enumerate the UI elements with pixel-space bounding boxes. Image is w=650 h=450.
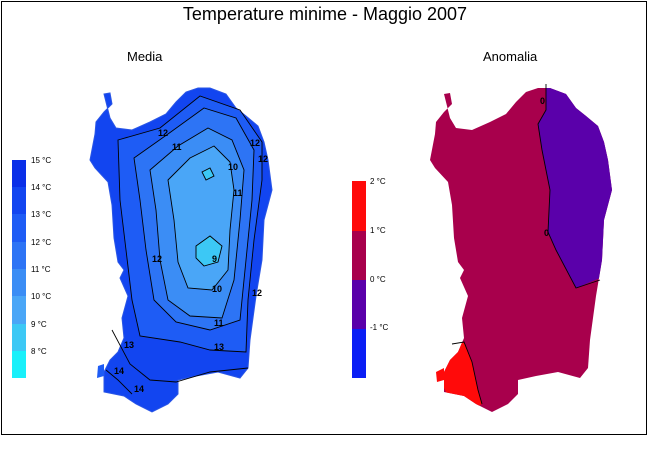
media-colorbar bbox=[12, 160, 26, 378]
media-colorbar-seg bbox=[12, 269, 26, 296]
contour-label: 14 bbox=[134, 384, 144, 394]
anomalia-legend-label: -1 °C bbox=[370, 323, 389, 332]
contour-label: 12 bbox=[152, 254, 162, 264]
anomalia-colorbar-seg bbox=[352, 329, 366, 378]
contour-label: 9 bbox=[212, 254, 217, 264]
anomalia-colorbar-seg bbox=[352, 231, 366, 280]
media-colorbar-seg bbox=[12, 324, 26, 351]
anomalia-subtitle: Anomalia bbox=[483, 49, 538, 64]
anomalia-legend-label: 2 °C bbox=[370, 177, 386, 186]
anomalia-colorbar-seg bbox=[352, 181, 366, 231]
media-legend-label: 8 °C bbox=[31, 347, 47, 356]
anomalia-colorbar bbox=[352, 181, 366, 378]
contour-label: 12 bbox=[252, 288, 262, 298]
contour-label: 12 bbox=[258, 154, 268, 164]
contour-label: 13 bbox=[214, 342, 224, 352]
media-contour-labels: 12 11 10 11 12 9 10 12 11 12 13 13 14 14… bbox=[114, 128, 268, 394]
media-coastline bbox=[89, 87, 273, 413]
media-colorbar-seg bbox=[12, 296, 26, 324]
contour-label: 14 bbox=[114, 366, 124, 376]
contour-label: 10 bbox=[228, 162, 238, 172]
media-legend-label: 11 °C bbox=[31, 265, 51, 274]
anomalia-contour-labels: 0 0 bbox=[540, 96, 549, 238]
anomalia-isolines bbox=[451, 84, 601, 405]
media-colorbar-seg bbox=[12, 214, 26, 242]
contour-label: 11 bbox=[214, 318, 224, 328]
media-isolines bbox=[105, 95, 263, 395]
anomalia-legend-label: 1 °C bbox=[370, 226, 386, 235]
figure-title: Temperature minime - Maggio 2007 bbox=[182, 4, 468, 24]
media-colorbar-seg bbox=[12, 187, 26, 214]
media-colorbar-seg bbox=[12, 351, 26, 378]
contour-label: 0 bbox=[540, 96, 545, 106]
media-map: 12 11 10 11 12 9 10 12 11 12 13 13 14 14… bbox=[89, 87, 273, 413]
anomalia-zone-neg1-0 bbox=[538, 88, 612, 288]
contour-label: 11 bbox=[172, 142, 182, 152]
figure-frame bbox=[1, 1, 647, 435]
media-legend-label: 12 °C bbox=[31, 238, 52, 247]
anomalia-legend-label: 0 °C bbox=[370, 275, 386, 284]
contour-label: 12 bbox=[158, 128, 168, 138]
contour-label: 11 bbox=[233, 188, 243, 198]
media-legend-label: 9 °C bbox=[31, 320, 47, 329]
contour-label: 13 bbox=[124, 340, 134, 350]
contour-label: 10 bbox=[212, 284, 222, 294]
media-legend-label: 15 °C bbox=[31, 156, 52, 165]
contour-label: 12 bbox=[250, 138, 260, 148]
contour-label: 0 bbox=[544, 228, 549, 238]
anomalia-map: 0 0 bbox=[430, 84, 612, 412]
anomalia-island bbox=[436, 368, 444, 382]
media-zone-8-9 bbox=[196, 236, 222, 266]
media-legend-label: 10 °C bbox=[31, 292, 52, 301]
media-colorbar-seg bbox=[12, 242, 26, 269]
anomalia-colorbar-seg bbox=[352, 280, 366, 329]
media-island bbox=[97, 364, 104, 378]
media-legend-label: 13 °C bbox=[31, 210, 52, 219]
media-subtitle: Media bbox=[127, 49, 163, 64]
media-colorbar-seg bbox=[12, 160, 26, 187]
media-legend-label: 14 °C bbox=[31, 183, 52, 192]
